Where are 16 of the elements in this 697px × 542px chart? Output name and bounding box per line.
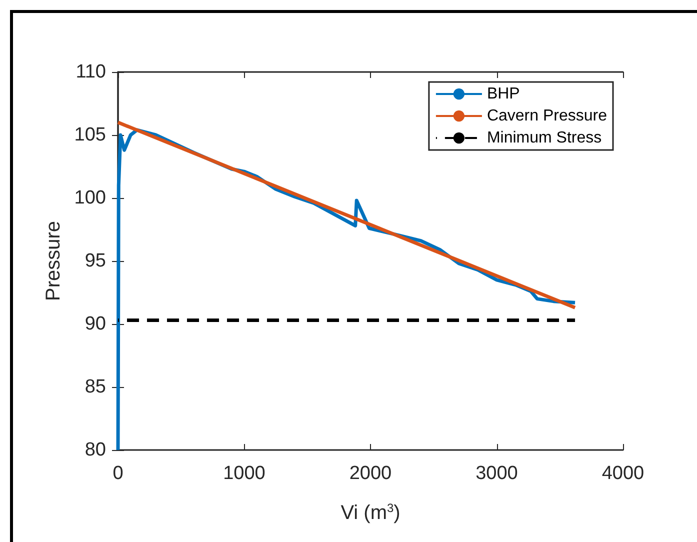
y-tick-label: 85 — [84, 376, 106, 398]
x-tick-label: 1000 — [223, 463, 266, 484]
legend-label: Cavern Pressure — [486, 108, 608, 124]
y-tick-label: 110 — [76, 62, 106, 82]
legend-label: BHP — [486, 86, 520, 102]
legend-label: Minimum Stress — [486, 130, 602, 146]
y-tick-label: 80 — [84, 440, 106, 460]
y-tick-label: 90 — [84, 314, 106, 334]
y-axis-title: Pressure — [42, 220, 64, 302]
y-tick-label: 95 — [84, 250, 106, 272]
x-tick-label: 0 — [112, 463, 124, 484]
y-tick-label: 100 — [74, 188, 106, 208]
y-tick-label: 105 — [74, 124, 106, 146]
x-tick-label: 3000 — [476, 463, 518, 484]
x-tick-label: 2000 — [349, 463, 392, 484]
x-tick-label: 4000 — [602, 463, 644, 484]
